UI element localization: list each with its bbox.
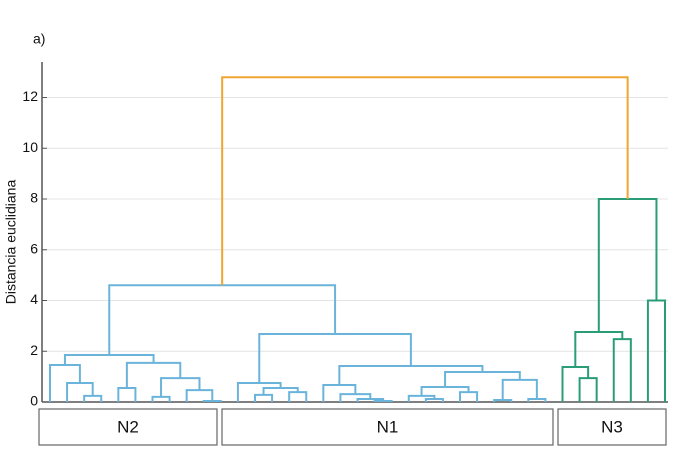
dendrogram-link (501, 378, 538, 400)
dendrogram-link (117, 387, 137, 402)
dendrogram-link (574, 330, 624, 367)
dendrogram-link (262, 387, 299, 395)
dendrogram-link (561, 365, 590, 402)
dendrogram-link (254, 393, 274, 402)
y-tick-label: 10 (22, 139, 38, 155)
group-label: N2 (117, 417, 139, 436)
dendrogram-link (202, 399, 222, 402)
dendrogram-link (597, 198, 658, 332)
y-axis-label: Distancia euclidiana (3, 180, 19, 305)
group-label: N1 (377, 417, 399, 436)
dendrogram-link (221, 76, 629, 286)
y-tick-label: 8 (30, 190, 38, 206)
y-tick-label: 0 (30, 393, 38, 409)
y-tick-label: 4 (30, 291, 38, 307)
dendrogram-link (420, 386, 470, 396)
dendrogram-link (83, 394, 103, 402)
dendrogram-link (236, 381, 282, 402)
dendrogram-link (288, 391, 308, 402)
dendrogram-link (66, 381, 94, 402)
dendrogram-link (258, 333, 412, 383)
dendrogram-link (578, 377, 598, 402)
y-tick-label: 2 (30, 342, 38, 358)
panel-label: a) (33, 31, 45, 47)
dendrogram-link (444, 371, 521, 388)
dendrogram-link (612, 338, 632, 402)
dendrogram-link (125, 361, 182, 389)
group-box (38, 408, 218, 446)
dendrogram-link (63, 354, 155, 365)
dendrogram-link (459, 391, 479, 402)
dendrogram-link (160, 377, 201, 397)
y-tick-label: 12 (22, 88, 38, 104)
dendrogram-link (338, 364, 484, 385)
group-box (557, 408, 667, 446)
dendrogram-link (185, 389, 214, 402)
dendrogram-link (151, 395, 171, 402)
y-tick-label: 6 (30, 240, 38, 256)
dendrogram-link (373, 399, 393, 402)
group-label: N3 (601, 417, 623, 436)
dendrogram-link (108, 284, 337, 356)
group-box (221, 408, 554, 446)
